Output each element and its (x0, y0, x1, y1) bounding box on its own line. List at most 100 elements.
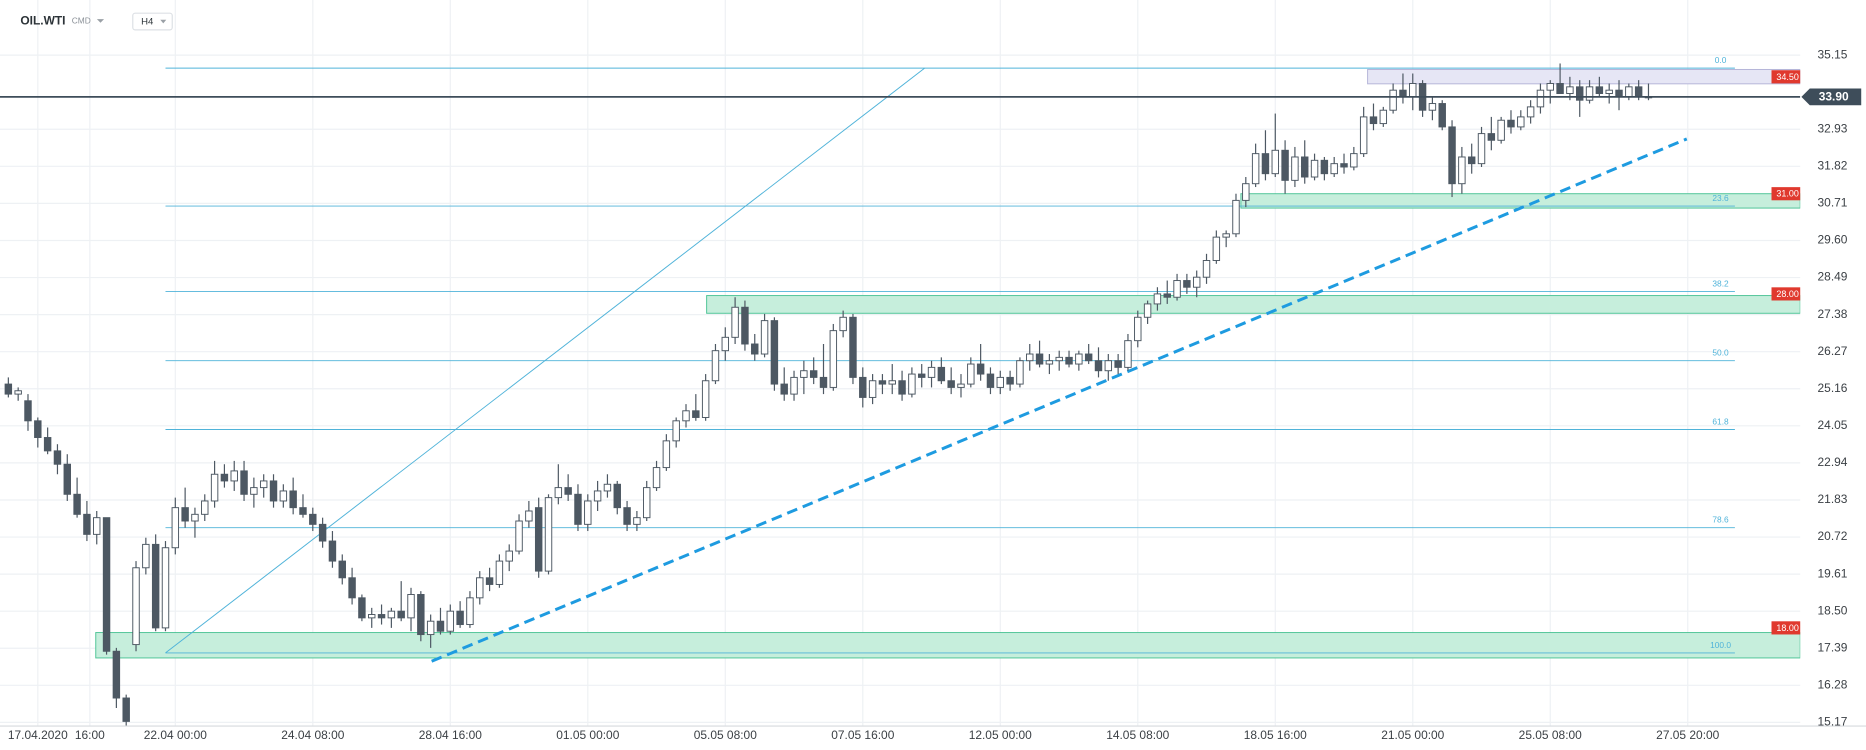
candle-body (692, 410, 700, 418)
zone-label: 18.00 (1776, 623, 1798, 633)
candle-body (957, 383, 965, 388)
candle-body (1310, 159, 1319, 178)
x-tick-label: 25.05 08:00 (1519, 728, 1582, 742)
x-tick-label: 24.04 08:00 (281, 728, 344, 742)
candle-body (1192, 276, 1201, 288)
candle-body (1546, 83, 1554, 91)
x-tick-label: 07.05 16:00 (831, 728, 894, 742)
candle-body (358, 597, 366, 619)
candle-body (93, 517, 101, 535)
candle-body (309, 513, 317, 525)
fib-label: 78.6 (1712, 515, 1729, 525)
candle-body (908, 373, 916, 395)
candle-body (1261, 153, 1270, 175)
candle-body (377, 614, 386, 619)
candle-body (1065, 356, 1073, 365)
candle-body (171, 507, 180, 549)
y-tick-label: 18.50 (1818, 603, 1848, 617)
x-tick-label: 21.05 00:00 (1381, 728, 1444, 742)
candle-body (1222, 233, 1230, 238)
zone (1367, 68, 1801, 85)
candle-body (1467, 156, 1476, 165)
x-tick-label: 16:00 (75, 728, 105, 742)
candle-body (1232, 199, 1240, 235)
candle-body (1163, 293, 1171, 298)
candle-body (397, 610, 405, 619)
candle-body (14, 390, 22, 395)
y-tick-label: 26.27 (1818, 344, 1848, 358)
candle-body (1134, 316, 1142, 342)
candle-body (1556, 83, 1564, 94)
candle-body (829, 330, 838, 388)
x-tick-label: 01.05 00:00 (556, 728, 619, 742)
candle-body (1576, 86, 1584, 101)
candle-body (613, 483, 621, 509)
candle-body (898, 380, 906, 395)
candle-body (1428, 103, 1437, 111)
candle-body (1409, 83, 1417, 98)
zone-label-box (1771, 621, 1801, 635)
interval-box[interactable] (132, 12, 173, 31)
candle-body (1526, 106, 1535, 118)
y-tick-label: 31.82 (1818, 158, 1848, 172)
candle-body (819, 376, 828, 388)
candle-body (328, 540, 337, 562)
candle-body (1448, 126, 1456, 185)
candle-body (947, 380, 955, 388)
y-tick-label: 29.60 (1818, 233, 1848, 247)
candle-body (446, 610, 455, 632)
candle-body (790, 376, 798, 395)
y-tick-label: 17.39 (1818, 640, 1848, 654)
candle-body (73, 493, 81, 515)
candle-body (161, 547, 170, 629)
interval[interactable]: H4 (141, 17, 154, 28)
x-tick-label: 18.05 16:00 (1244, 728, 1307, 742)
candle-body (466, 597, 474, 626)
toolbar: OIL.WTI CMD H4 (20, 12, 173, 31)
y-tick-label: 19.61 (1818, 566, 1848, 580)
candle-body (1379, 109, 1388, 125)
candle-body (603, 483, 612, 492)
x-tick-label: 05.05 08:00 (694, 728, 757, 742)
candle-body (937, 366, 946, 382)
candle-body (417, 594, 425, 636)
candle-body (485, 577, 494, 585)
zone-label: 34.50 (1776, 72, 1798, 82)
market[interactable]: CMD (72, 16, 91, 26)
candle-body (662, 440, 671, 469)
candle-body (1458, 156, 1466, 185)
y-tick-label: 28.49 (1818, 270, 1848, 284)
candle-body (1202, 260, 1211, 278)
candle-body (917, 373, 926, 378)
dropdown-arrow[interactable] (96, 19, 105, 23)
candle-body (1350, 153, 1358, 168)
candle-body (682, 410, 690, 422)
candle-body (1242, 183, 1250, 201)
fib-label: 50.0 (1712, 348, 1729, 358)
candle-body (495, 560, 504, 585)
y-tick-label: 25.16 (1818, 381, 1848, 395)
candle-body (1585, 86, 1594, 101)
candle-body (368, 614, 376, 619)
plot-area: 0.0 23.6 38.2 50.0 61.8 78.6 100.0 34.50 31.00 28… (0, 55, 1801, 727)
candle-body (859, 376, 867, 398)
x-tick-label: 28.04 16:00 (419, 728, 482, 742)
candle-body (191, 513, 199, 522)
candle-body (564, 487, 572, 495)
candle-body (1369, 116, 1378, 125)
y-tick-label: 27.38 (1818, 307, 1848, 321)
fib-diagonal (165, 67, 925, 654)
y-tick-label: 20.72 (1818, 529, 1848, 543)
candle-body (927, 366, 936, 378)
candle-body (839, 316, 847, 332)
dropdown-arrow[interactable] (160, 19, 167, 24)
candle-body (1615, 89, 1623, 98)
candle-body (1507, 119, 1515, 128)
candle-body (1438, 103, 1446, 128)
candle-body (1026, 353, 1034, 362)
candle-body (711, 350, 720, 382)
symbol[interactable]: OIL.WTI (20, 14, 65, 28)
candle-body (672, 420, 680, 442)
x-tick-label: 27.05 20:00 (1656, 728, 1719, 742)
